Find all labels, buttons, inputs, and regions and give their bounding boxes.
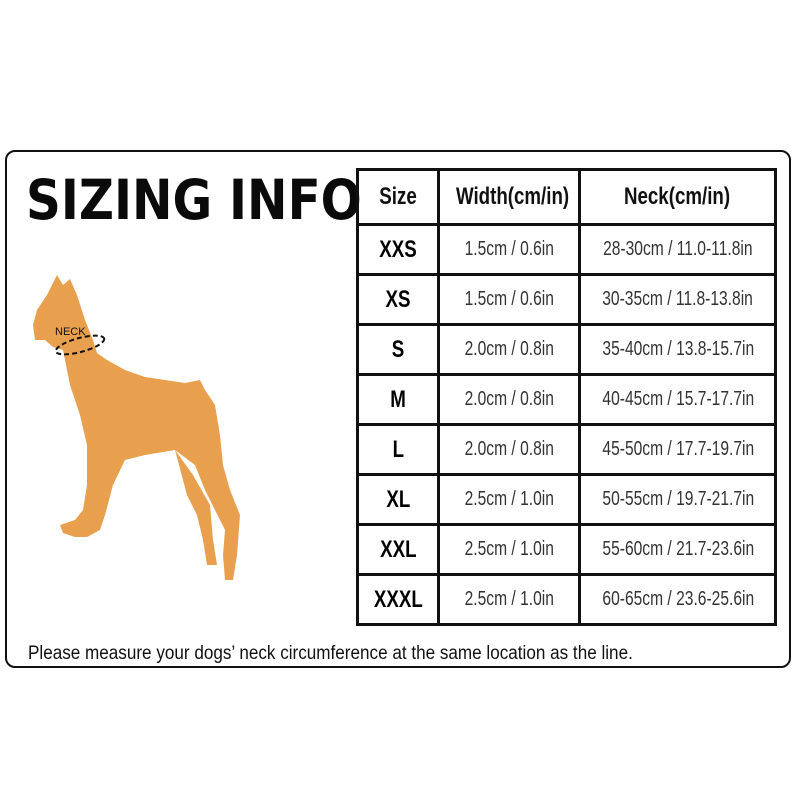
table-row: XS 1.5cm / 0.6in 30-35cm / 11.8-13.8in bbox=[356, 273, 777, 326]
table-row: XXXL 2.5cm / 1.0in 60-65cm / 23.6-25.6in bbox=[356, 573, 777, 626]
size-cell-text: XXXL bbox=[373, 585, 423, 613]
size-cell-text: M bbox=[390, 385, 406, 413]
neck-cell-text: 35-40cm / 13.8-15.7in bbox=[602, 338, 755, 360]
header-size: Size bbox=[356, 168, 440, 226]
width-cell: 2.5cm / 1.0in bbox=[437, 573, 581, 626]
neck-cell-text: 55-60cm / 21.7-23.6in bbox=[602, 538, 755, 560]
width-cell-text: 2.5cm / 1.0in bbox=[464, 538, 554, 560]
width-cell: 2.0cm / 0.8in bbox=[437, 323, 581, 376]
neck-cell: 55-60cm / 21.7-23.6in bbox=[578, 523, 777, 576]
size-cell-text: XL bbox=[386, 485, 410, 513]
table-row: M 2.0cm / 0.8in 40-45cm / 15.7-17.7in bbox=[356, 373, 777, 426]
neck-cell: 35-40cm / 13.8-15.7in bbox=[578, 323, 777, 376]
size-cell-text: S bbox=[391, 335, 405, 363]
width-cell: 2.5cm / 1.0in bbox=[437, 523, 581, 576]
neck-cell-text: 40-45cm / 15.7-17.7in bbox=[602, 388, 755, 410]
width-cell-text: 2.0cm / 0.8in bbox=[464, 438, 554, 460]
neck-cell-text: 45-50cm / 17.7-19.7in bbox=[602, 438, 755, 460]
size-cell: L bbox=[356, 423, 440, 476]
neck-cell: 45-50cm / 17.7-19.7in bbox=[578, 423, 777, 476]
neck-cell: 30-35cm / 11.8-13.8in bbox=[578, 273, 777, 326]
size-cell: XXS bbox=[356, 223, 440, 276]
header-width: Width(cm/in) bbox=[437, 168, 581, 226]
table-row: XXL 2.5cm / 1.0in 55-60cm / 21.7-23.6in bbox=[356, 523, 777, 576]
neck-measure-line bbox=[54, 334, 106, 356]
width-cell: 2.0cm / 0.8in bbox=[437, 373, 581, 426]
width-cell: 2.0cm / 0.8in bbox=[437, 423, 581, 476]
table-row: XL 2.5cm / 1.0in 50-55cm / 19.7-21.7in bbox=[356, 473, 777, 526]
size-cell-text: L bbox=[392, 435, 404, 463]
table-row: XXS 1.5cm / 0.6in 28-30cm / 11.0-11.8in bbox=[356, 223, 777, 276]
neck-cell: 40-45cm / 15.7-17.7in bbox=[578, 373, 777, 426]
width-cell-text: 2.5cm / 1.0in bbox=[464, 488, 554, 510]
table-row: S 2.0cm / 0.8in 35-40cm / 13.8-15.7in bbox=[356, 323, 777, 376]
neck-cell: 60-65cm / 23.6-25.6in bbox=[578, 573, 777, 626]
size-cell: XXL bbox=[356, 523, 440, 576]
width-cell-text: 1.5cm / 0.6in bbox=[464, 288, 554, 310]
measurement-note: Please measure your dogs’ neck circumfer… bbox=[28, 643, 633, 664]
neck-cell-text: 60-65cm / 23.6-25.6in bbox=[602, 588, 755, 610]
width-cell-text: 1.5cm / 0.6in bbox=[464, 238, 554, 260]
size-cell-text: XS bbox=[385, 285, 411, 313]
width-cell-text: 2.0cm / 0.8in bbox=[464, 388, 554, 410]
neck-cell-text: 50-55cm / 19.7-21.7in bbox=[602, 488, 755, 510]
sizing-card bbox=[5, 150, 791, 668]
width-cell: 1.5cm / 0.6in bbox=[437, 273, 581, 326]
dog-body bbox=[33, 275, 240, 580]
width-cell-text: 2.5cm / 1.0in bbox=[464, 588, 554, 610]
page-title: SIZING INFO bbox=[26, 168, 362, 232]
size-table: Size Width(cm/in) Neck(cm/in) XXS 1.5cm /… bbox=[356, 168, 777, 626]
width-cell: 2.5cm / 1.0in bbox=[437, 473, 581, 526]
size-cell: S bbox=[356, 323, 440, 376]
width-cell: 1.5cm / 0.6in bbox=[437, 223, 581, 276]
header-neck: Neck(cm/in) bbox=[578, 168, 777, 226]
size-cell: M bbox=[356, 373, 440, 426]
neck-label: NECK bbox=[55, 326, 86, 338]
size-cell-text: XXL bbox=[379, 535, 417, 563]
neck-cell: 28-30cm / 11.0-11.8in bbox=[578, 223, 777, 276]
size-cell: XXXL bbox=[356, 573, 440, 626]
neck-cell: 50-55cm / 19.7-21.7in bbox=[578, 473, 777, 526]
size-cell: XS bbox=[356, 273, 440, 326]
neck-cell-text: 28-30cm / 11.0-11.8in bbox=[602, 238, 753, 260]
size-cell: XL bbox=[356, 473, 440, 526]
neck-cell-text: 30-35cm / 11.8-13.8in bbox=[602, 288, 753, 310]
dog-silhouette-illustration: NECK bbox=[33, 275, 240, 580]
size-cell-text: XXS bbox=[379, 235, 417, 263]
table-row: L 2.0cm / 0.8in 45-50cm / 17.7-19.7in bbox=[356, 423, 777, 476]
table-header-row: Size Width(cm/in) Neck(cm/in) bbox=[356, 168, 777, 226]
width-cell-text: 2.0cm / 0.8in bbox=[464, 338, 554, 360]
